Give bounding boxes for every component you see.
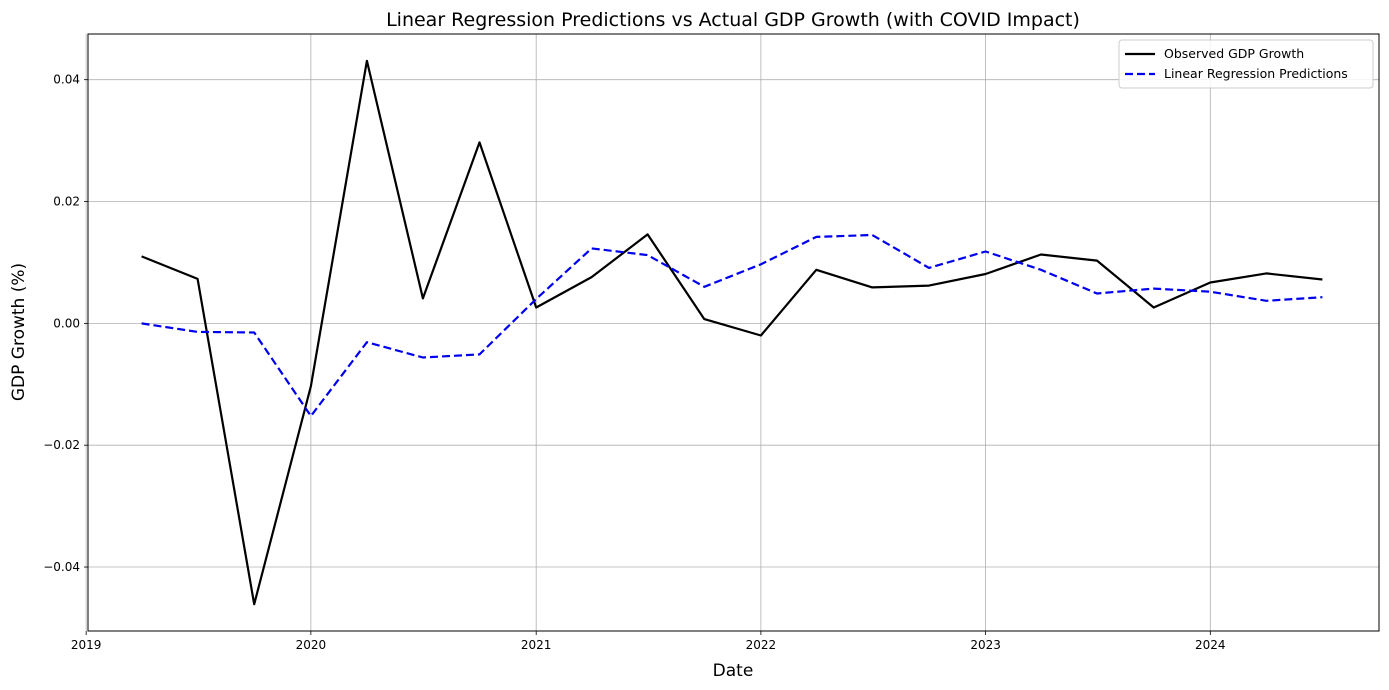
plot-frame (87, 33, 1380, 632)
y-tick-label-4: 0.04 (53, 73, 80, 87)
y-axis-ticks: −0.04 −0.02 0.00 0.02 0.04 (43, 73, 88, 574)
legend: Observed GDP Growth Linear Regression Pr… (1118, 39, 1374, 89)
legend-box (1118, 39, 1374, 89)
series-layer (141, 59, 1323, 606)
x-tick-label-2020: 2020 (296, 638, 327, 652)
x-tick-label-2021: 2021 (521, 638, 552, 652)
y-tick-label-3: 0.02 (53, 195, 80, 209)
x-tick-label-2022: 2022 (746, 638, 777, 652)
x-tick-label-2024: 2024 (1195, 638, 1226, 652)
chart-title: Linear Regression Predictions vs Actual … (386, 9, 1080, 31)
x-tick-label-2019: 2019 (71, 638, 102, 652)
series-line-observed (141, 59, 1323, 606)
series-line-predictions (141, 233, 1323, 418)
y-axis-label: GDP Growth (%) (9, 263, 29, 401)
y-tick-label-0: −0.04 (43, 560, 80, 574)
legend-label-observed: Observed GDP Growth (1164, 46, 1304, 61)
x-tick-label-2023: 2023 (970, 638, 1001, 652)
y-tick-label-2: 0.00 (53, 316, 80, 330)
x-axis-ticks: 2019 2020 2021 2022 2023 2024 (71, 631, 1226, 652)
legend-label-predictions: Linear Regression Predictions (1164, 66, 1348, 81)
x-axis-label: Date (713, 661, 754, 681)
y-tick-label-1: −0.02 (43, 438, 80, 452)
